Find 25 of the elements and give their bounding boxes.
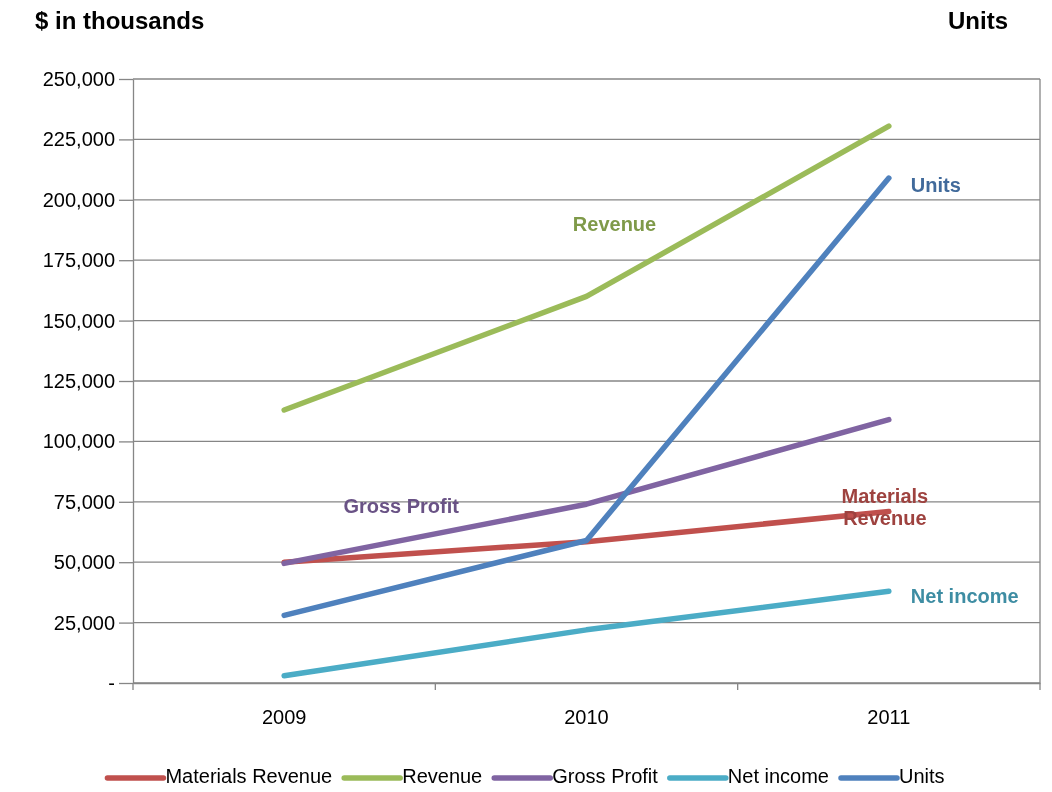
legend-label: Revenue: [402, 765, 483, 788]
y-tick-label: 100,000: [42, 430, 115, 453]
legend-label: Gross Profit: [552, 765, 659, 788]
y-tick-label: 225,000: [42, 128, 115, 151]
legend-label: Net income: [727, 765, 829, 788]
y2-axis-title: Units: [948, 7, 1008, 34]
y-tick-label: 250,000: [42, 67, 115, 90]
y-tick-label: -: [108, 671, 115, 694]
y-tick-label: 75,000: [53, 490, 115, 513]
y-tick-label: 150,000: [42, 309, 115, 332]
y-tick-label: 25,000: [53, 611, 115, 634]
y-tick-label: 125,000: [42, 369, 115, 392]
y-tick-label: 175,000: [42, 249, 115, 272]
legend-label: Materials Revenue: [165, 765, 333, 788]
y-axis-title: $ in thousands: [35, 7, 205, 34]
legend-label: Units: [898, 765, 945, 788]
annotation: Net income: [910, 585, 1019, 608]
x-tick-label: 2009: [261, 706, 307, 728]
annotation: Revenue: [572, 213, 657, 236]
annotation: Units: [910, 174, 961, 197]
x-tick-label: 2011: [867, 706, 911, 728]
y-tick-label: 50,000: [53, 551, 115, 574]
x-tick-label: 2010: [564, 706, 609, 728]
y-tick-label: 200,000: [42, 188, 115, 211]
annotation: Gross Profit: [343, 495, 460, 518]
